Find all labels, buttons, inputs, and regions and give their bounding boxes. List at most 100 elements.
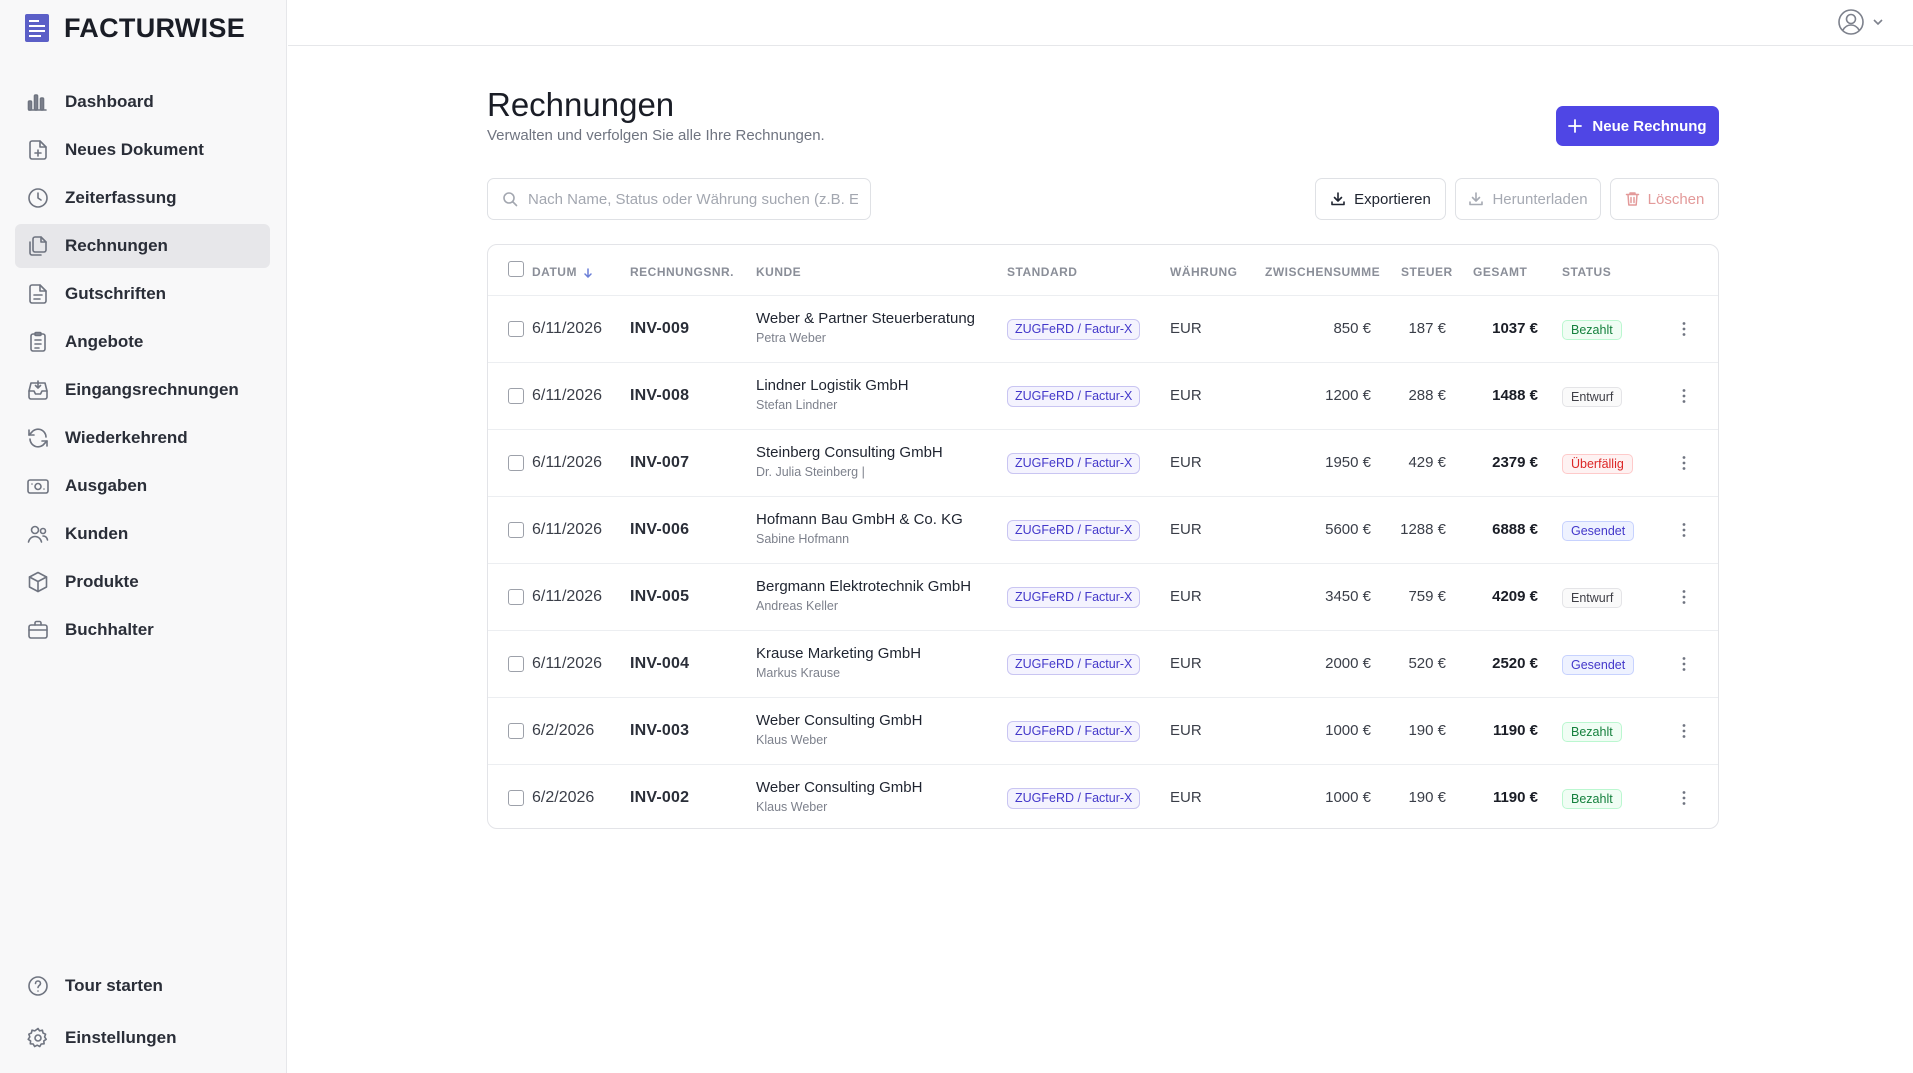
row-checkbox[interactable] <box>508 589 524 605</box>
delete-button[interactable]: Löschen <box>1610 178 1719 220</box>
customer-contact: Klaus Weber <box>756 733 828 747</box>
sidebar-item-angebote[interactable]: Angebote <box>15 320 270 364</box>
status-badge: Entwurf <box>1562 588 1623 608</box>
table-row[interactable]: 6/2/2026 INV-003 Weber Consulting GmbH Klau… <box>488 697 1718 764</box>
invoice-date: 6/11/2026 <box>532 588 602 605</box>
sidebar-item-label: Produkte <box>65 572 139 591</box>
sidebar-item-kunden[interactable]: Kunden <box>15 512 270 556</box>
table-header: DATUM RECHNUNGSNR. KUNDE STANDARD WÄHRUN… <box>488 245 1718 295</box>
refresh-icon <box>25 425 51 451</box>
table-row[interactable]: 6/11/2026 INV-005 Bergmann Elektrotechnik … <box>488 563 1718 630</box>
row-checkbox[interactable] <box>508 388 524 404</box>
row-checkbox[interactable] <box>508 522 524 538</box>
user-menu[interactable] <box>1837 8 1885 36</box>
table-row[interactable]: 6/11/2026 INV-004 Krause Marketing GmbH Mar… <box>488 630 1718 697</box>
column-date[interactable]: DATUM <box>532 265 593 279</box>
column-tax: STEUER <box>1401 265 1453 279</box>
tax: 288 € <box>1408 387 1446 404</box>
search-icon <box>503 192 518 207</box>
sidebar-item-label: Gutschriften <box>65 284 167 303</box>
customer-contact: Stefan Lindner <box>756 398 838 412</box>
customer-contact: Markus Krause <box>756 666 841 680</box>
currency: EUR <box>1170 387 1202 404</box>
more-actions-icon[interactable] <box>1677 519 1691 541</box>
tax: 759 € <box>1408 588 1446 605</box>
invoice-number[interactable]: INV-009 <box>630 320 690 337</box>
invoice-date: 6/11/2026 <box>532 387 602 404</box>
more-actions-icon[interactable] <box>1677 586 1691 608</box>
table-row[interactable]: 6/2/2026 INV-002 Weber Consulting GmbH Klau… <box>488 764 1718 828</box>
invoice-number[interactable]: INV-007 <box>630 454 690 471</box>
brand[interactable]: FACTURWISE <box>24 12 245 44</box>
currency: EUR <box>1170 722 1202 739</box>
sidebar-item-label: Dashboard <box>65 92 154 111</box>
total: 2520 € <box>1492 655 1538 672</box>
customer-name: Hofmann Bau GmbH & Co. KG <box>756 511 963 528</box>
sidebar: FACTURWISE Dashboard Neues Dokument Zeiter… <box>0 0 287 1073</box>
standard-badge: ZUGFeRD / Factur-X <box>1007 587 1141 608</box>
download-icon <box>1331 192 1345 206</box>
invoice-date: 6/2/2026 <box>532 722 595 739</box>
row-checkbox[interactable] <box>508 321 524 337</box>
sidebar-item-dashboard[interactable]: Dashboard <box>15 80 270 124</box>
table-row[interactable]: 6/11/2026 INV-006 Hofmann Bau GmbH & Co. K… <box>488 496 1718 563</box>
subtotal: 1950 € <box>1325 454 1371 471</box>
more-actions-icon[interactable] <box>1677 720 1691 742</box>
standard-badge: ZUGFeRD / Factur-X <box>1007 319 1141 340</box>
download-button[interactable]: Herunterladen <box>1455 178 1601 220</box>
sidebar-item-wiederkehrend[interactable]: Wiederkehrend <box>15 416 270 460</box>
invoice-number[interactable]: INV-003 <box>630 722 690 739</box>
sidebar-item-produkte[interactable]: Produkte <box>15 560 270 604</box>
row-checkbox[interactable] <box>508 723 524 739</box>
sidebar-item-buchhalter[interactable]: Buchhalter <box>15 608 270 652</box>
customer-name: Weber & Partner Steuerberatung <box>756 310 976 327</box>
sidebar-item-gutschriften[interactable]: Gutschriften <box>15 272 270 316</box>
column-customer: KUNDE <box>756 265 802 279</box>
export-label: Exportieren <box>1354 190 1431 208</box>
invoice-number[interactable]: INV-006 <box>630 521 690 538</box>
invoice-number[interactable]: INV-008 <box>630 387 690 404</box>
row-checkbox[interactable] <box>508 790 524 806</box>
tax: 1288 € <box>1400 521 1446 538</box>
file-text-icon <box>25 281 51 307</box>
invoice-number[interactable]: INV-005 <box>630 588 690 605</box>
table-row[interactable]: 6/11/2026 INV-009 Weber & Partner Steuerbe… <box>488 295 1718 362</box>
subtotal: 2000 € <box>1325 655 1371 672</box>
customer-cell: Hofmann Bau GmbH & Co. KG Sabine Hofmann <box>756 511 963 546</box>
sidebar-item-label: Tour starten <box>65 976 163 995</box>
sidebar-item-eingangsrechnungen[interactable]: Eingangsrechnungen <box>15 368 270 412</box>
table-row[interactable]: 6/11/2026 INV-007 Steinberg Consulting Gmb… <box>488 429 1718 496</box>
sidebar-item-neues-dokument[interactable]: Neues Dokument <box>15 128 270 172</box>
export-button[interactable]: Exportieren <box>1315 178 1446 220</box>
customer-name: Krause Marketing GmbH <box>756 645 922 662</box>
search-input[interactable] <box>528 190 858 208</box>
new-invoice-label: Neue Rechnung <box>1592 117 1707 135</box>
select-all-checkbox[interactable] <box>508 261 524 277</box>
table-row[interactable]: 6/11/2026 INV-008 Lindner Logistik GmbH Ste… <box>488 362 1718 429</box>
sidebar-item-zeiterfassung[interactable]: Zeiterfassung <box>15 176 270 220</box>
column-date-label: DATUM <box>532 265 577 279</box>
new-invoice-button[interactable]: Neue Rechnung <box>1556 106 1719 146</box>
clipboard-icon <box>25 329 51 355</box>
currency: EUR <box>1170 789 1202 806</box>
briefcase-icon <box>25 617 51 643</box>
invoice-number[interactable]: INV-002 <box>630 789 690 806</box>
customer-contact: Andreas Keller <box>756 599 838 613</box>
sidebar-item-rechnungen[interactable]: Rechnungen <box>15 224 270 268</box>
more-actions-icon[interactable] <box>1677 318 1691 340</box>
row-checkbox[interactable] <box>508 455 524 471</box>
search-box[interactable] <box>487 178 871 220</box>
sidebar-item-label: Buchhalter <box>65 620 154 639</box>
more-actions-icon[interactable] <box>1677 452 1691 474</box>
sidebar-item-einstellungen[interactable]: Einstellungen <box>15 1016 270 1060</box>
row-checkbox[interactable] <box>508 656 524 672</box>
tax: 187 € <box>1408 320 1446 337</box>
sidebar-item-tour-starten[interactable]: Tour starten <box>15 964 270 1008</box>
sidebar-item-ausgaben[interactable]: Ausgaben <box>15 464 270 508</box>
banknote-icon <box>25 473 51 499</box>
more-actions-icon[interactable] <box>1677 653 1691 675</box>
more-actions-icon[interactable] <box>1677 385 1691 407</box>
more-actions-icon[interactable] <box>1677 787 1691 809</box>
invoice-number[interactable]: INV-004 <box>630 655 690 672</box>
column-status: STATUS <box>1562 265 1612 279</box>
